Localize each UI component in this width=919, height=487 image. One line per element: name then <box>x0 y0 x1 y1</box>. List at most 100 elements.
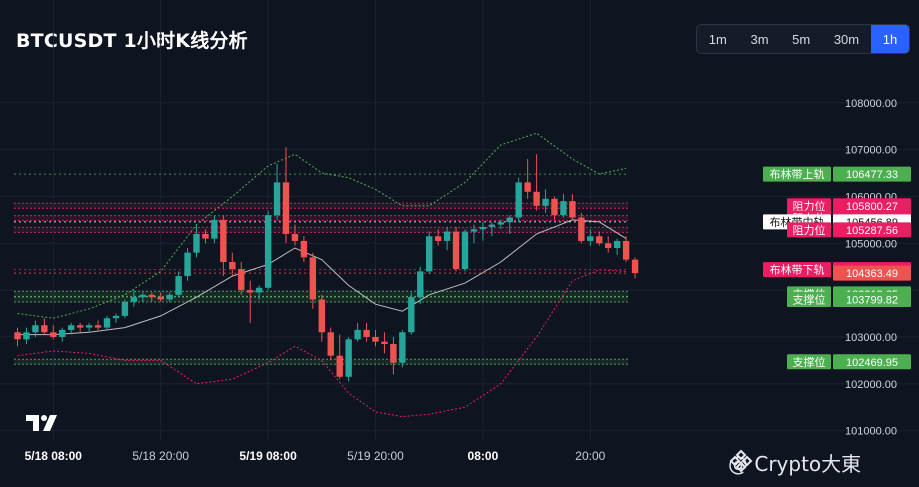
x-axis: 5/18 08:00 5/18 20:00 5/19 08:00 5/19 20:00… <box>25 449 606 463</box>
candle-body <box>336 355 343 377</box>
level-value-tag <box>833 265 911 281</box>
level-value-tag <box>833 292 911 308</box>
candle-body <box>220 219 227 263</box>
level-zone <box>14 291 628 297</box>
candle-body <box>390 343 397 363</box>
candle-body <box>229 262 236 270</box>
level-label-tag <box>763 262 831 278</box>
x-tick-label: 5/18 08:00 <box>25 449 83 463</box>
level-value-tag <box>833 198 911 214</box>
candle-body <box>41 325 48 333</box>
candle-body <box>76 325 84 328</box>
candle-body <box>59 329 66 337</box>
candle-body <box>23 332 30 340</box>
level-value-text: 106477.33 <box>846 169 898 181</box>
candle-body <box>148 294 155 298</box>
candle-body <box>112 315 120 319</box>
timeframe-selector: 1m 3m 5m 30m 1h <box>696 24 910 54</box>
y-tick-label: 101000.00 <box>845 426 897 438</box>
candle-body <box>354 329 361 340</box>
candle-body <box>300 240 308 258</box>
timeframe-5m-button[interactable]: 5m <box>792 31 811 47</box>
candle-body <box>202 233 209 239</box>
candle-body <box>551 198 558 216</box>
level-zone <box>14 203 628 209</box>
candle-body <box>506 217 513 223</box>
candle-body <box>94 325 102 328</box>
timeframe-1m-button[interactable]: 1m <box>708 31 727 47</box>
watermark: @ Crypto大東 <box>728 448 861 477</box>
x-tick-label: 20:00 <box>575 449 605 463</box>
candle-body <box>622 240 630 260</box>
candle-body <box>488 224 496 227</box>
candle-body <box>452 231 460 270</box>
candle-body <box>157 297 164 300</box>
level-tags: 106477.33布林带上轨105800.27阻力位105538.55阻力位10… <box>763 166 911 370</box>
candle-body <box>613 240 621 248</box>
x-tick-label: 5/18 20:00 <box>132 449 189 463</box>
y-tick-label: 103000.00 <box>845 332 897 344</box>
candle-body <box>426 236 433 272</box>
level-label-text: 布林带上轨 <box>770 167 825 181</box>
level-value-tag <box>833 222 911 238</box>
candle-body <box>318 299 325 333</box>
x-tick-label: 5/19 20:00 <box>347 449 404 463</box>
y-axis: 101000.00102000.00103000.00104000.001050… <box>845 98 897 438</box>
level-value-text: 102469.95 <box>846 357 898 369</box>
candle-body <box>327 332 334 356</box>
level-label-tag <box>787 222 831 238</box>
chart-title: BTCUSDT 1小时K线分析 <box>16 30 248 52</box>
timeframe-1h-button[interactable]: 1h <box>870 25 909 53</box>
candle-body <box>434 236 442 241</box>
bollinger-upper-band <box>17 132 627 319</box>
candle-body <box>605 243 612 248</box>
candle-body <box>461 231 469 270</box>
x-tick-label: 08:00 <box>468 449 499 463</box>
candle-body <box>282 182 290 234</box>
candle-body <box>247 290 254 293</box>
timeframe-30m-button[interactable]: 30m <box>833 31 860 47</box>
level-value-text: 103799.82 <box>846 295 898 307</box>
candle-body <box>399 332 406 363</box>
candle-body <box>515 182 522 218</box>
y-tick-label: 107000.00 <box>845 145 897 157</box>
candle-body <box>497 222 504 225</box>
y-tick-label: 108000.00 <box>845 98 897 110</box>
candle-body <box>103 318 111 328</box>
y-tick-label: 105000.00 <box>845 238 897 250</box>
candle-body <box>291 233 299 241</box>
candle-body <box>443 231 451 241</box>
candle-body <box>596 236 603 244</box>
watermark-text: @ Crypto大東 <box>728 452 862 476</box>
candle-body <box>479 226 487 230</box>
candle-body <box>166 294 173 300</box>
level-label-text: 阻力位 <box>793 199 826 213</box>
level-label-text: 支撑位 <box>793 355 826 369</box>
candle-body <box>139 294 146 298</box>
candle-body <box>578 217 585 241</box>
level-label-text: 阻力位 <box>793 223 826 237</box>
candle-body <box>193 233 200 253</box>
candle-body <box>372 336 379 342</box>
level-zone <box>14 227 628 233</box>
candle-body <box>264 215 272 288</box>
binance-diamond-icon <box>729 449 753 473</box>
level-label-text: 支撑位 <box>793 293 826 307</box>
candle-body <box>184 252 191 277</box>
level-zones <box>14 173 628 365</box>
candle-body <box>587 236 594 241</box>
candle-body <box>273 182 281 216</box>
timeframe-3m-button[interactable]: 3m <box>750 31 769 47</box>
candle-body <box>542 198 549 206</box>
candle-body <box>569 201 576 218</box>
candle-body <box>524 182 531 192</box>
candle-body <box>238 269 245 291</box>
candle-body <box>363 329 370 337</box>
level-zone <box>14 215 628 221</box>
candle-body <box>14 332 21 340</box>
candle-body <box>309 257 317 300</box>
level-label-tag <box>787 198 831 214</box>
grid-lines <box>0 0 919 440</box>
bollinger-lower-band <box>17 269 627 418</box>
